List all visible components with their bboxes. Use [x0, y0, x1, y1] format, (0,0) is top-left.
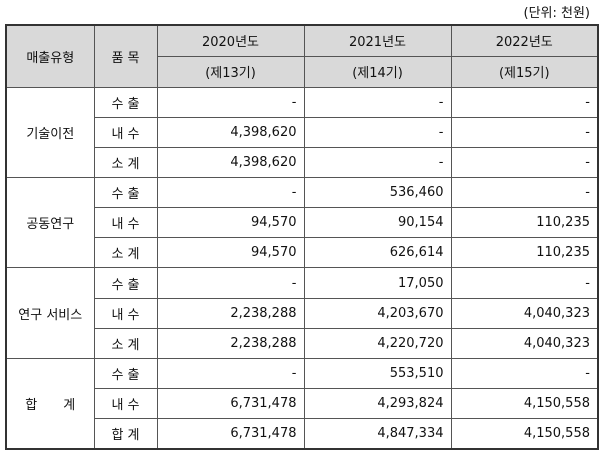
unit-label: (단위: 천원): [523, 6, 591, 21]
cell-2020: 4,398,620: [156, 146, 305, 178]
cell-2022: 4,150,558: [450, 388, 599, 420]
row-item: 소 계: [93, 327, 158, 359]
cell-2020: 94,570: [156, 237, 305, 269]
header-period-13: (제13기): [156, 55, 305, 88]
cell-2020: -: [156, 86, 305, 118]
group-name: 기술이전: [5, 86, 95, 178]
cell-2022: 4,040,323: [450, 297, 599, 329]
cell-2022: -: [450, 116, 599, 148]
header-item: 품 목: [93, 24, 158, 88]
cell-2021: 626,614: [303, 237, 452, 269]
cell-2021: 4,220,720: [303, 327, 452, 359]
row-item: 수 출: [93, 267, 158, 299]
cell-2020: -: [156, 267, 305, 299]
cell-2022: -: [450, 176, 599, 209]
cell-2022: -: [450, 267, 599, 299]
cell-2021: 536,460: [303, 176, 452, 209]
cell-2021: 17,050: [303, 267, 452, 299]
cell-2021: 553,510: [303, 357, 452, 390]
cell-2020: 2,238,288: [156, 327, 305, 359]
cell-2021: 4,293,824: [303, 388, 452, 420]
row-item: 수 출: [93, 357, 158, 390]
cell-2021: -: [303, 86, 452, 118]
cell-2021: -: [303, 146, 452, 178]
cell-2020: -: [156, 357, 305, 390]
cell-2020: 6,731,478: [156, 388, 305, 420]
cell-2021: -: [303, 116, 452, 148]
group-name: 합 계: [5, 357, 95, 450]
cell-2022: -: [450, 86, 599, 118]
cell-2020: 4,398,620: [156, 116, 305, 148]
cell-2022: 4,150,558: [450, 418, 599, 450]
header-period-15: (제15기): [450, 55, 599, 88]
row-item: 내 수: [93, 116, 158, 148]
cell-2021: 90,154: [303, 207, 452, 239]
row-item: 내 수: [93, 297, 158, 329]
header-period-14: (제14기): [303, 55, 452, 88]
cell-2021: 4,203,670: [303, 297, 452, 329]
cell-2022: 4,040,323: [450, 327, 599, 359]
cell-2022: -: [450, 357, 599, 390]
cell-2020: -: [156, 176, 305, 209]
row-item: 내 수: [93, 388, 158, 420]
header-year-2020: 2020년도: [156, 24, 305, 57]
revenue-table: 매출유형 품 목 2020년도 2021년도 2022년도 (제13기) (제1…: [5, 24, 599, 450]
row-item: 소 계: [93, 237, 158, 269]
row-item: 수 출: [93, 86, 158, 118]
row-item: 내 수: [93, 207, 158, 239]
row-item: 소 계: [93, 146, 158, 178]
header-year-2022: 2022년도: [450, 24, 599, 57]
row-item: 합 계: [93, 418, 158, 450]
cell-2021: 4,847,334: [303, 418, 452, 450]
row-item: 수 출: [93, 176, 158, 209]
cell-2022: 110,235: [450, 237, 599, 269]
cell-2020: 94,570: [156, 207, 305, 239]
header-sales-type: 매출유형: [5, 24, 95, 88]
cell-2020: 2,238,288: [156, 297, 305, 329]
cell-2022: 110,235: [450, 207, 599, 239]
group-name: 공동연구: [5, 176, 95, 269]
cell-2022: -: [450, 146, 599, 178]
header-year-2021: 2021년도: [303, 24, 452, 57]
group-name: 연구 서비스: [5, 267, 95, 359]
cell-2020: 6,731,478: [156, 418, 305, 450]
